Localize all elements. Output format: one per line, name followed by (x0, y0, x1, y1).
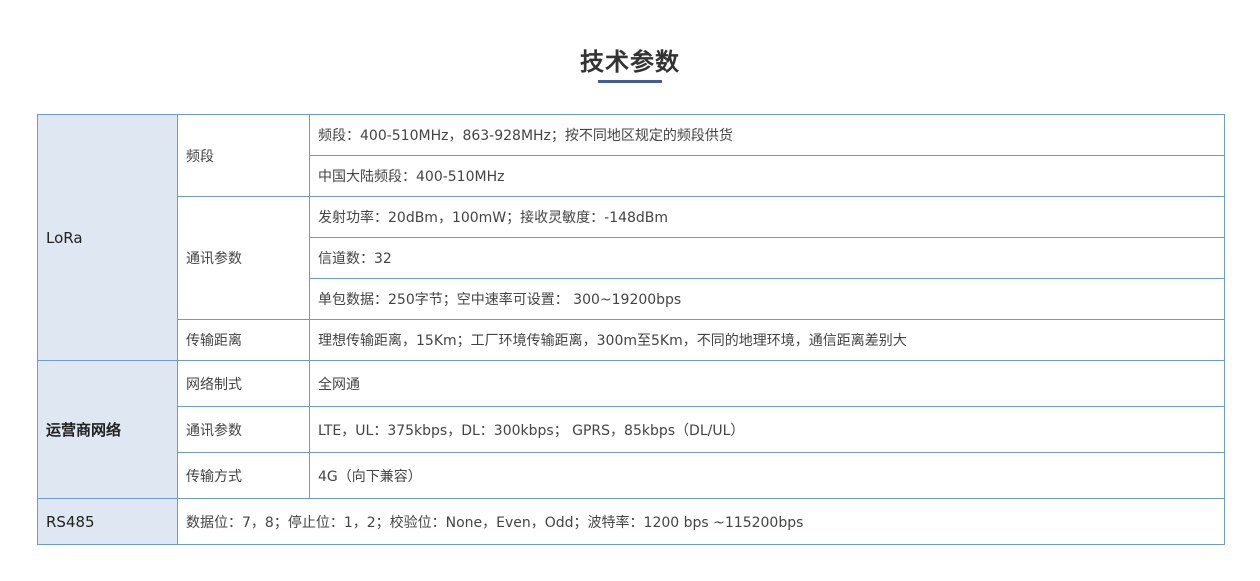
table-row: 通讯参数 发射功率：20dBm，100mW；接收灵敏度：-148dBm (38, 196, 1225, 320)
value-cell: 单包数据：250字节；空中速率可设置： 300~19200bps (309, 278, 1225, 320)
value-cell: 理想传输距离，15Km；工厂环境传输距离，300m至5Km，不同的地理环境，通信… (309, 319, 1225, 361)
value-cell: 中国大陆频段：400-510MHz (309, 155, 1225, 197)
table-row: 传输距离 理想传输距离，15Km；工厂环境传输距离，300m至5Km，不同的地理… (38, 319, 1225, 361)
label-cell: 通讯参数 (177, 406, 310, 453)
table-row: 传输方式 4G（向下兼容） (38, 452, 1225, 499)
label-comm: 通讯参数 (177, 196, 310, 320)
table-row: LoRa 频段 频段：400-510MHz，863-928MHz；按不同地区规定… (37, 114, 1225, 361)
category-carrier: 运营商网络 (37, 360, 178, 499)
value-cell: 4G（向下兼容） (309, 452, 1225, 499)
title-underline (598, 80, 662, 83)
label-distance: 传输距离 (177, 319, 310, 361)
table-row: RS485 数据位：7，8；停止位：1，2；校验位：None，Even，Odd；… (37, 498, 1225, 545)
value-cell: LTE，UL：375kbps，DL：300kbps； GPRS，85kbps（D… (309, 406, 1225, 453)
table-row: 中国大陆频段：400-510MHz (38, 155, 1225, 197)
label-band: 频段 (177, 114, 310, 197)
category-rs485: RS485 (37, 498, 178, 545)
value-cell: 信道数：32 (309, 237, 1225, 279)
category-lora: LoRa (37, 114, 178, 361)
value-cell: 全网通 (309, 360, 1225, 407)
table-row: 运营商网络 网络制式 全网通 (37, 360, 1225, 499)
page-title: 技术参数 (580, 48, 680, 76)
table-row: 信道数：32 (38, 237, 1225, 279)
spec-table: LoRa 频段 频段：400-510MHz，863-928MHz；按不同地区规定… (37, 114, 1225, 545)
value-cell: 发射功率：20dBm，100mW；接收灵敏度：-148dBm (309, 196, 1225, 238)
value-cell: 数据位：7，8；停止位：1，2；校验位：None，Even，Odd；波特率：12… (177, 498, 1225, 545)
label-cell: 传输方式 (177, 452, 310, 499)
table-row: 通讯参数 LTE，UL：375kbps，DL：300kbps； GPRS，85k… (38, 406, 1225, 453)
label-cell: 网络制式 (177, 360, 310, 407)
value-cell: 频段：400-510MHz，863-928MHz；按不同地区规定的频段供货 (309, 114, 1225, 156)
